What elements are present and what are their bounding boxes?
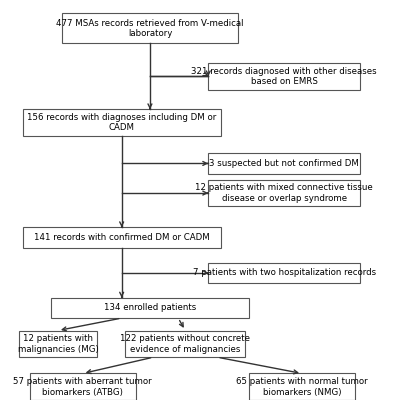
Text: 7 patients with two hospitalization records: 7 patients with two hospitalization reco… <box>193 268 376 277</box>
Text: 156 records with diagnoses including DM or
CADM: 156 records with diagnoses including DM … <box>27 113 216 132</box>
FancyBboxPatch shape <box>23 109 220 136</box>
FancyBboxPatch shape <box>23 227 220 248</box>
Text: 12 patients with mixed connective tissue
disease or overlap syndrome: 12 patients with mixed connective tissue… <box>195 183 373 203</box>
FancyBboxPatch shape <box>208 63 360 90</box>
FancyBboxPatch shape <box>19 330 97 357</box>
FancyBboxPatch shape <box>30 374 136 400</box>
Text: 12 patients with
malignancies (MG): 12 patients with malignancies (MG) <box>18 334 98 354</box>
Text: 65 patients with normal tumor
biomarkers (NMG): 65 patients with normal tumor biomarkers… <box>236 377 368 396</box>
Text: 57 patients with aberrant tumor
biomarkers (ATBG): 57 patients with aberrant tumor biomarke… <box>13 377 152 396</box>
Text: 122 patients without concrete
evidence of malignancies: 122 patients without concrete evidence o… <box>120 334 250 354</box>
Text: 3 suspected but not confirmed DM: 3 suspected but not confirmed DM <box>209 159 359 168</box>
FancyBboxPatch shape <box>208 153 360 174</box>
FancyBboxPatch shape <box>62 14 238 43</box>
FancyBboxPatch shape <box>249 374 355 400</box>
FancyBboxPatch shape <box>208 180 360 206</box>
Text: 321 records diagnosed with other diseases
based on EMRS: 321 records diagnosed with other disease… <box>191 67 377 86</box>
FancyBboxPatch shape <box>125 330 245 357</box>
Text: 134 enrolled patients: 134 enrolled patients <box>104 304 196 312</box>
Text: 141 records with confirmed DM or CADM: 141 records with confirmed DM or CADM <box>34 233 209 242</box>
FancyBboxPatch shape <box>51 298 249 318</box>
FancyBboxPatch shape <box>208 262 360 283</box>
Text: 477 MSAs records retrieved from V-medical
laboratory: 477 MSAs records retrieved from V-medica… <box>56 18 244 38</box>
